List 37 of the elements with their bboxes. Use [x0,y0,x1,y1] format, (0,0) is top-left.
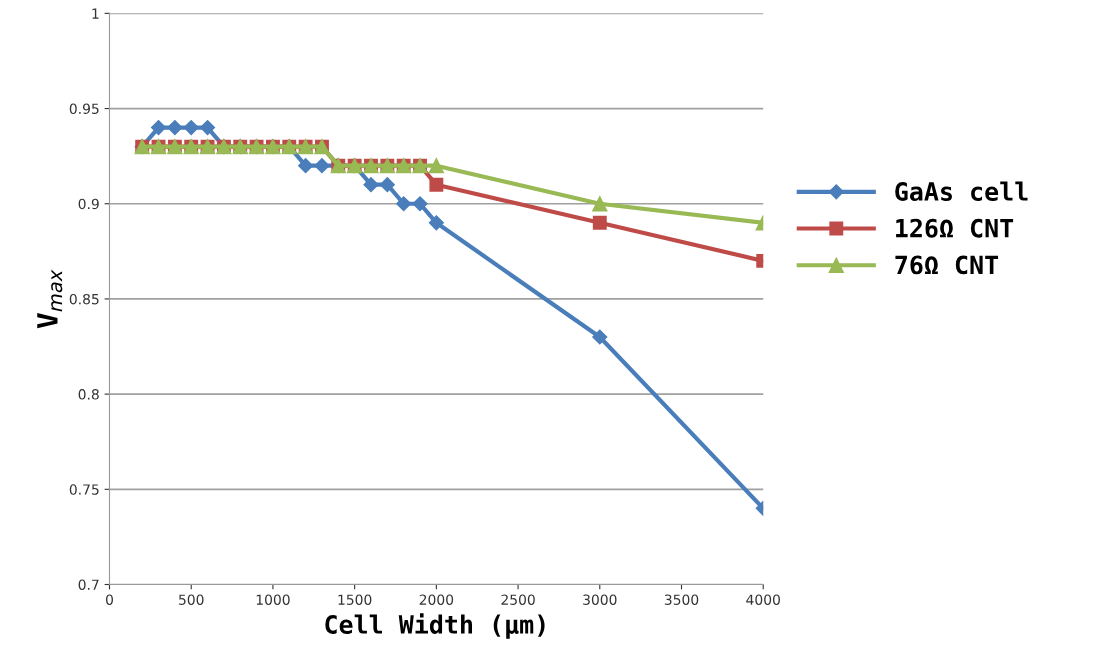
point [396,196,412,212]
point [379,177,395,193]
point [592,329,608,345]
point [363,177,379,193]
x-tick-label: 3500 [664,594,699,605]
point [412,196,428,212]
point [314,158,330,174]
x-tick-label: 2500 [501,594,535,605]
point [167,120,183,136]
point [183,120,199,136]
x-tick-label: 2000 [419,594,454,605]
point [592,215,607,230]
y-tick-label: 0.75 [69,484,99,495]
x-tick-label: 3000 [583,594,617,605]
x-tick-label: 1000 [256,594,290,605]
x-tick-label: 4000 [746,594,780,605]
y-tick-label: 0.7 [78,579,99,590]
point [298,158,314,174]
y-axis-title: V$_{max}$ [37,269,63,329]
y-tick-label: 0.85 [69,293,99,305]
legend-label: GaAs cell [895,181,1028,201]
y-tick-label: 0.8 [78,389,99,400]
point [199,120,216,136]
y-tick-label: 0.9 [78,198,99,210]
point [428,215,444,231]
point [428,158,444,174]
x-tick-label: 0 [106,594,113,605]
legend-label: 76Ω CNT [895,255,999,275]
point [150,120,167,136]
x-tick-label: 500 [179,594,204,605]
point [429,177,444,192]
y-tick-label: 1 [92,8,99,19]
legend-label: 126Ω CNT [896,218,1014,238]
point [592,196,608,212]
x-tick-label: 1500 [338,594,372,605]
y-tick-label: 0.95 [69,103,99,115]
x-axis-title: Cell Width (µm) [325,613,545,639]
